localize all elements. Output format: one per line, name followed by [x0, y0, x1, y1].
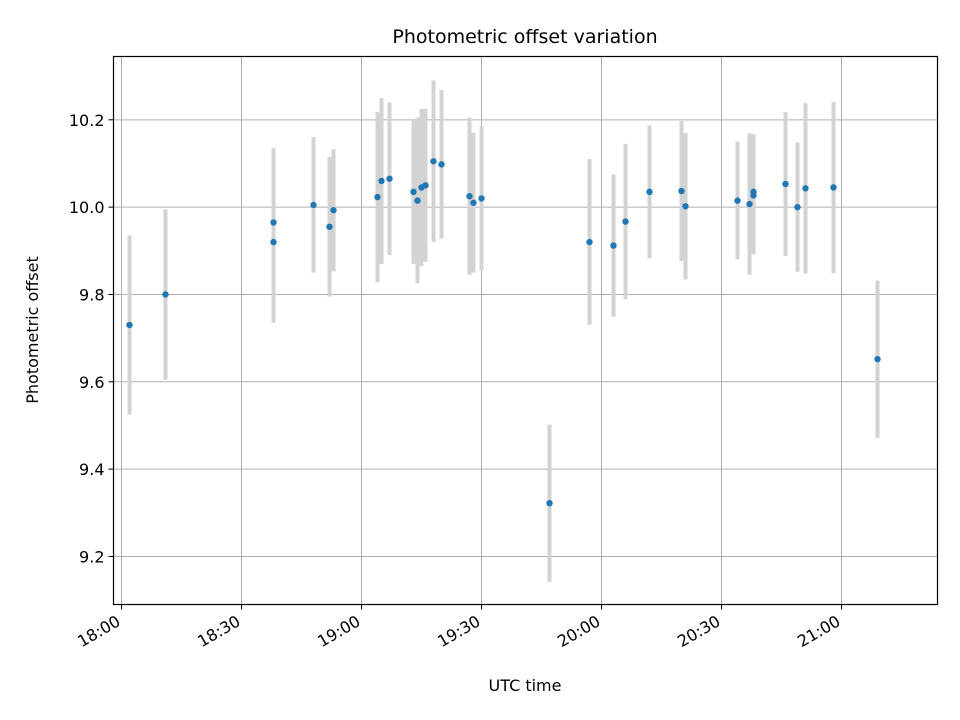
y-tick-label: 9.4 — [79, 460, 104, 479]
data-points — [126, 158, 881, 507]
data-point — [126, 321, 133, 329]
data-point — [734, 197, 741, 204]
data-point — [546, 499, 553, 507]
data-point — [270, 238, 277, 246]
y-axis-ticks: 9.2 9.4 9.6 9.8 10.0 10.2 — [69, 111, 114, 566]
data-point — [310, 201, 317, 209]
data-point — [586, 238, 593, 246]
data-point — [162, 291, 169, 298]
data-point — [802, 185, 809, 192]
data-point — [378, 177, 385, 185]
data-point — [438, 161, 445, 168]
y-tick-label: 10.2 — [69, 111, 105, 130]
y-tick-label: 9.2 — [79, 547, 104, 566]
data-point — [330, 207, 337, 214]
data-point — [386, 175, 393, 182]
data-point — [374, 193, 381, 201]
y-tick-label: 9.8 — [79, 285, 104, 304]
data-point — [414, 197, 421, 204]
data-point — [646, 188, 653, 196]
data-point — [622, 218, 629, 225]
data-point — [794, 203, 801, 211]
x-axis-label: UTC time — [489, 676, 562, 695]
data-point — [478, 195, 485, 202]
data-point — [610, 242, 617, 249]
data-point — [410, 188, 417, 196]
data-point — [830, 184, 837, 191]
data-point — [678, 187, 685, 195]
data-point — [466, 193, 473, 200]
data-point — [470, 199, 477, 206]
y-axis-label: Photometric offset — [23, 256, 42, 404]
data-point — [682, 203, 689, 210]
data-point — [430, 158, 437, 165]
y-tick-label: 10.0 — [69, 198, 105, 217]
plot-frame — [112, 55, 939, 606]
data-point — [422, 182, 429, 189]
grid-lines — [113, 56, 938, 605]
data-point — [782, 180, 789, 188]
data-point — [874, 355, 881, 363]
data-point — [746, 200, 753, 208]
chart-title: Photometric offset variation — [392, 26, 657, 48]
data-point — [326, 223, 333, 230]
data-point — [750, 192, 757, 199]
y-tick-label: 9.6 — [79, 373, 104, 392]
data-point — [270, 219, 277, 226]
